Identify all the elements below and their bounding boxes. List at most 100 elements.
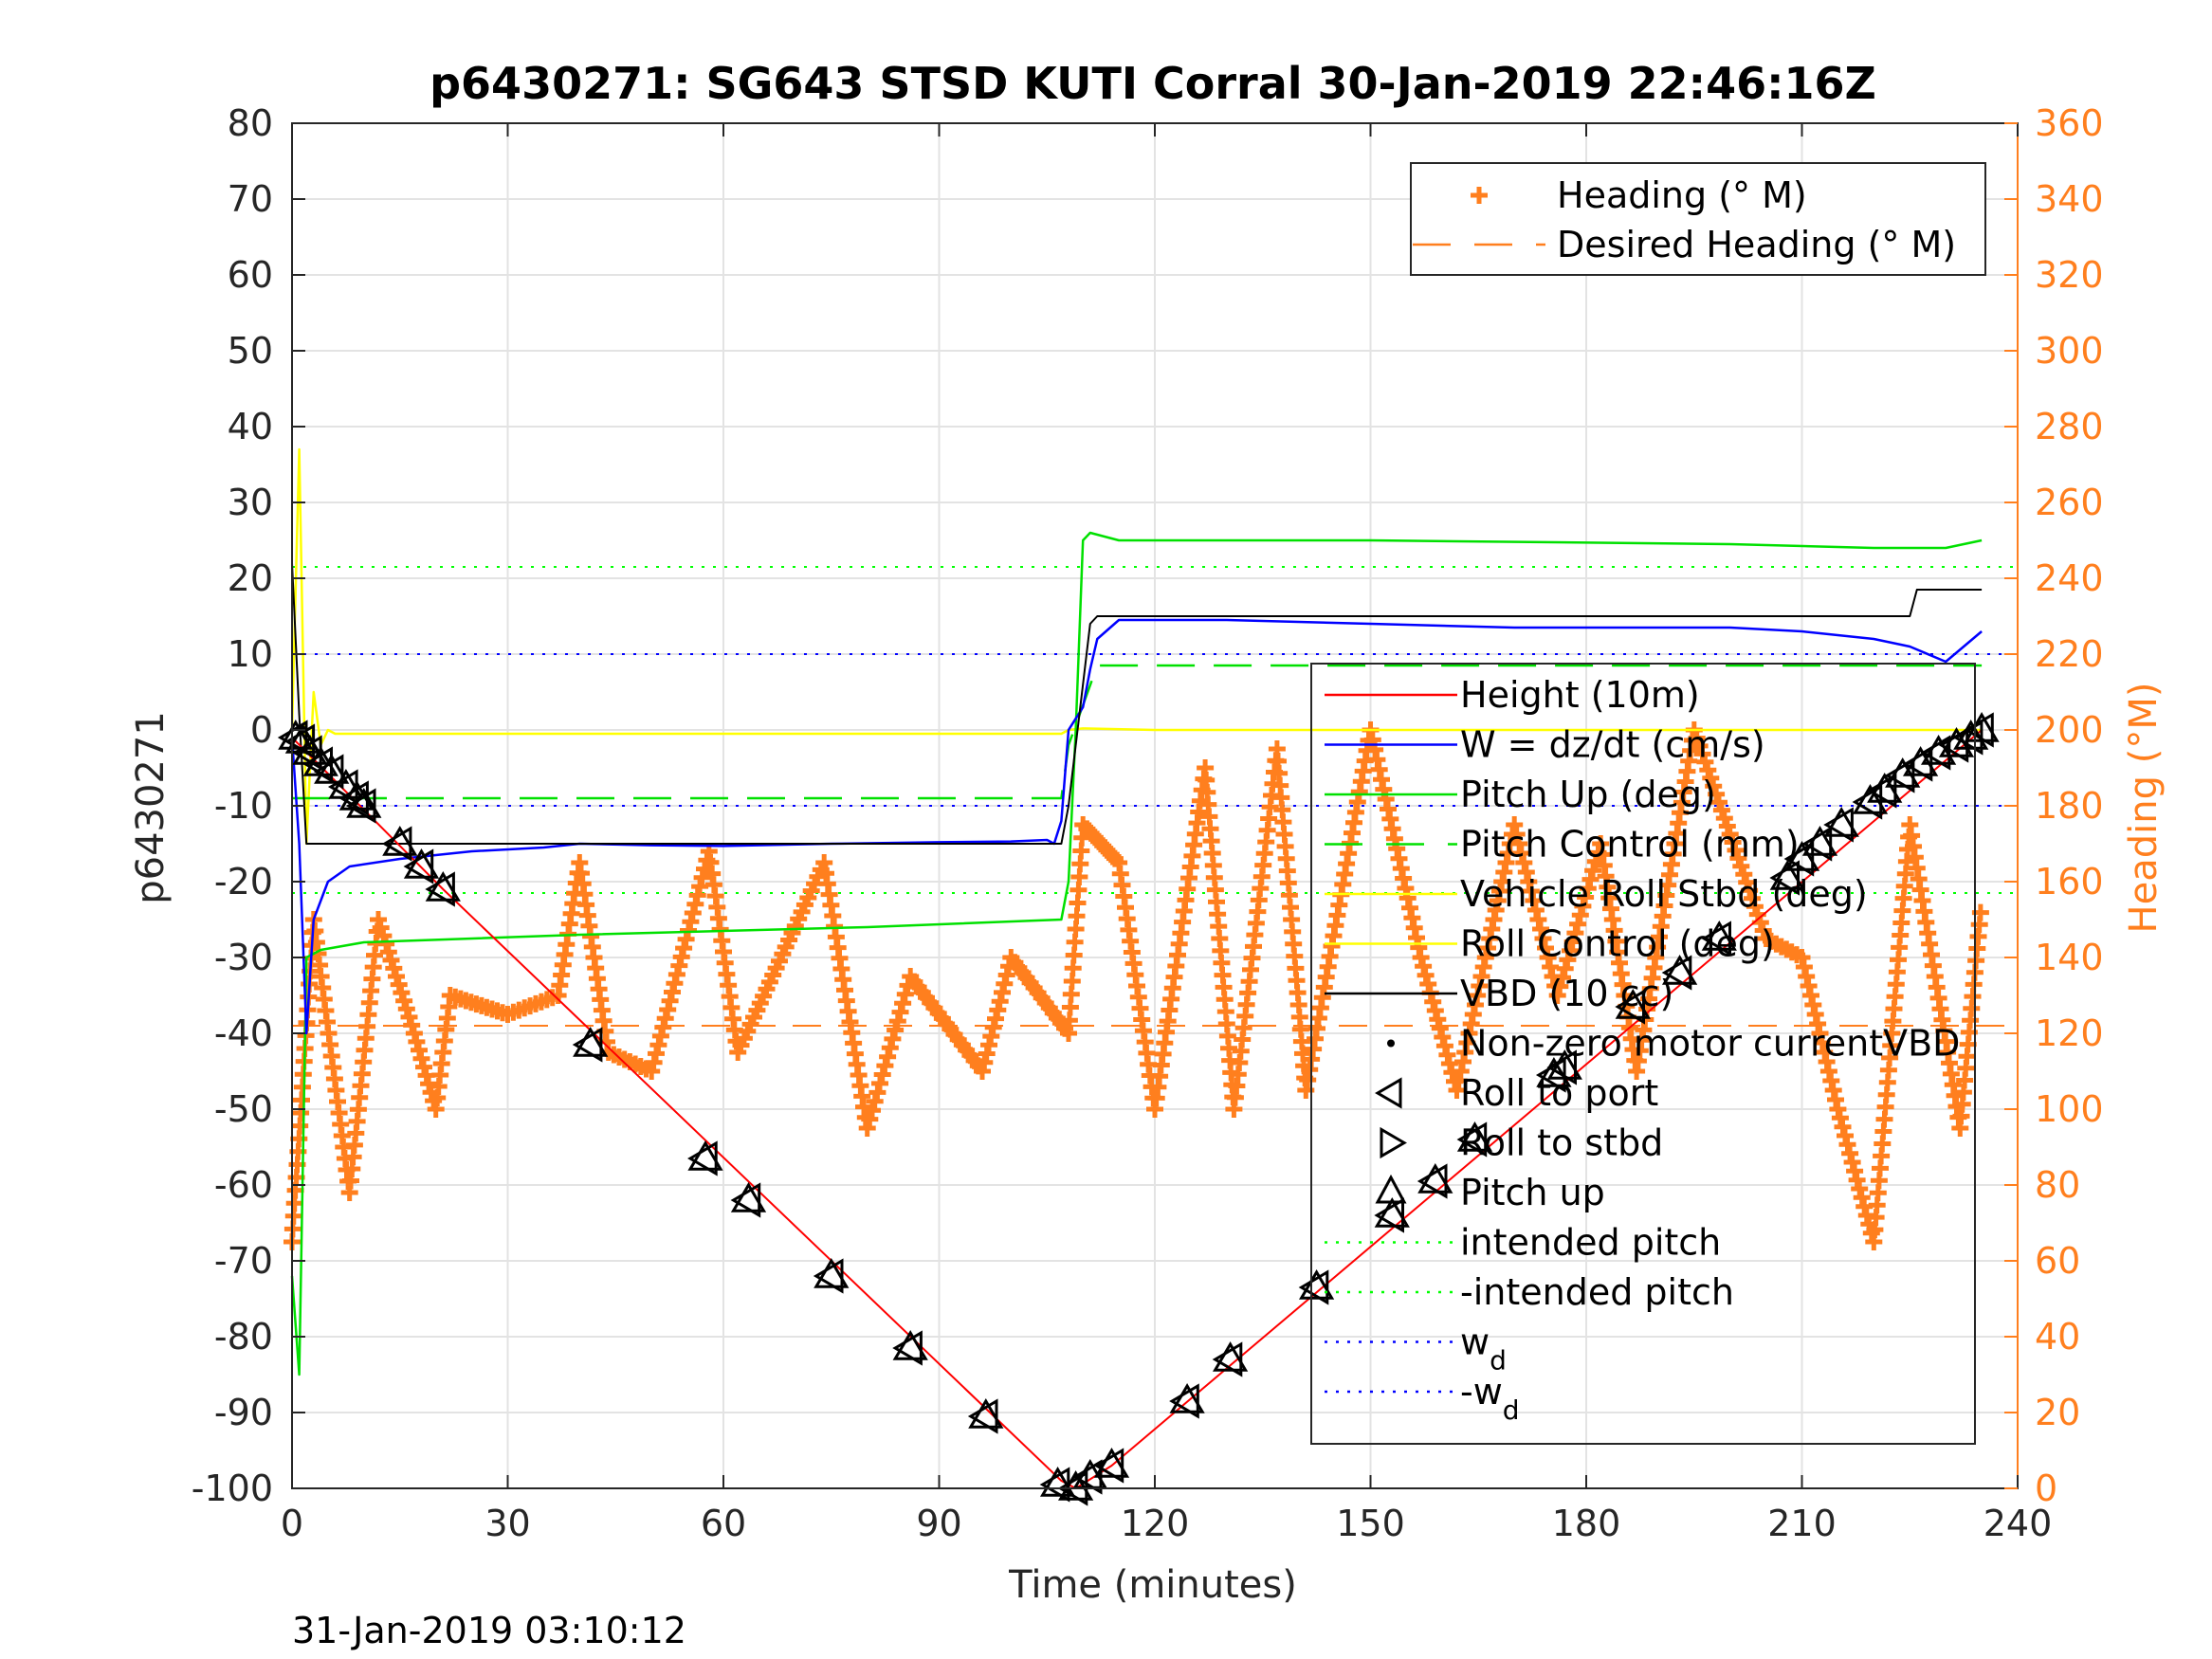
y-tick-label: -70 bbox=[214, 1240, 273, 1282]
pitch-up-marker bbox=[1852, 784, 1889, 814]
legend-glyph bbox=[1471, 187, 1488, 204]
legend-glyph bbox=[1375, 1174, 1407, 1204]
pitch-up-marker bbox=[1823, 807, 1859, 837]
pitch-up-marker bbox=[730, 1182, 767, 1212]
pitch-up-marker bbox=[1902, 746, 1939, 776]
roll-port-marker bbox=[292, 735, 322, 771]
pitch-up-marker bbox=[1769, 860, 1805, 890]
pitch-up-marker bbox=[1867, 773, 1903, 803]
roll-port-marker bbox=[1456, 1121, 1488, 1158]
x-tick-label: 210 bbox=[1767, 1503, 1837, 1544]
pitch-up-marker bbox=[1456, 1121, 1493, 1152]
y2-tick-label: 300 bbox=[2035, 330, 2104, 372]
pitch-up-marker bbox=[1885, 757, 1921, 788]
legend-entry-label: Pitch Up (deg) bbox=[1460, 774, 1716, 815]
y2-tick-label: 280 bbox=[2035, 406, 2104, 447]
x-tick-label: 60 bbox=[701, 1503, 746, 1544]
roll-port-marker bbox=[1823, 807, 1854, 843]
legend-entry-label: Height (10m) bbox=[1460, 674, 1700, 716]
y-tick-label: -80 bbox=[214, 1316, 273, 1358]
pitch-up-marker bbox=[346, 788, 382, 818]
roll-port-marker bbox=[1920, 735, 1951, 771]
y2-tick-label: 260 bbox=[2035, 482, 2104, 523]
y-tick-label: 0 bbox=[250, 709, 273, 751]
y2-tick-label: 20 bbox=[2035, 1392, 2080, 1433]
legend-entry-label: intended pitch bbox=[1460, 1222, 1721, 1264]
roll-port-marker bbox=[1298, 1269, 1329, 1305]
roll-port-marker bbox=[1661, 955, 1692, 991]
y-tick-label: -60 bbox=[214, 1164, 273, 1206]
pitch-up-marker bbox=[425, 871, 461, 902]
x-tick-label: 0 bbox=[281, 1503, 303, 1544]
x-tick-label: 120 bbox=[1121, 1503, 1190, 1544]
roll-port-marker bbox=[403, 848, 434, 884]
y2-tick-label: 200 bbox=[2035, 709, 2104, 751]
vbd-series-line bbox=[291, 562, 1983, 845]
pitch-up-marker bbox=[328, 769, 364, 799]
pitch-up-marker bbox=[1615, 989, 1651, 1019]
roll-port-marker bbox=[730, 1182, 761, 1218]
y-tick-label: -30 bbox=[214, 937, 273, 978]
roll-port-marker bbox=[1374, 1197, 1404, 1233]
roll-port-marker bbox=[687, 1140, 718, 1176]
y-tick-label: 80 bbox=[228, 102, 273, 144]
roll-port-marker bbox=[313, 754, 344, 790]
legend-entry-label: VBD (10 cc) bbox=[1460, 973, 1673, 1014]
roll-port-marker bbox=[1801, 826, 1833, 862]
y-tick-label: 40 bbox=[228, 406, 273, 447]
y-tick-label: 60 bbox=[228, 254, 273, 296]
pitch-up-marker bbox=[1093, 1448, 1130, 1478]
legend-entry-label: Desired Heading (° M) bbox=[1557, 224, 1956, 265]
y2-tick-label: 40 bbox=[2035, 1316, 2080, 1358]
pitch-up-marker bbox=[1801, 826, 1838, 856]
y2-axis-label: Heading (°M) bbox=[2122, 683, 2166, 934]
pitch-up-marker bbox=[403, 848, 440, 879]
roll-port-marker bbox=[345, 788, 376, 824]
y-tick-label: 30 bbox=[228, 482, 273, 523]
y2-tick-label: 60 bbox=[2035, 1240, 2080, 1282]
legend-glyph bbox=[1380, 1126, 1407, 1159]
roll-port-marker bbox=[425, 871, 455, 907]
y-tick-label: 50 bbox=[228, 330, 273, 372]
y2-tick-label: 120 bbox=[2035, 1012, 2104, 1054]
pitch-up-marker bbox=[1298, 1269, 1335, 1300]
y2-tick-label: 80 bbox=[2035, 1164, 2080, 1206]
pitch-up-marker bbox=[1783, 841, 1820, 871]
roll-port-marker bbox=[967, 1398, 998, 1434]
legend-entry-label: -intended pitch bbox=[1460, 1271, 1734, 1313]
legend-entry-label: Pitch Control (mm) bbox=[1460, 824, 1800, 866]
roll-port-marker bbox=[1866, 773, 1897, 809]
pitch-up-series-line bbox=[290, 531, 1983, 1376]
roll-port-marker bbox=[1546, 1049, 1577, 1085]
y-tick-label: -90 bbox=[214, 1392, 273, 1433]
y2-tick-label: 160 bbox=[2035, 861, 2104, 902]
roll-port-marker bbox=[1701, 921, 1731, 957]
roll-port-marker bbox=[572, 1027, 603, 1063]
pitch-up-marker bbox=[1661, 955, 1698, 985]
legend-entry-label: Roll Control (deg) bbox=[1460, 923, 1775, 965]
legend-entry-label: Non-zero motor currentVBD bbox=[1460, 1023, 1960, 1065]
y-tick-label: 10 bbox=[228, 633, 273, 675]
chart-title: p6430271: SG643 STSD KUTI Corral 30-Jan-… bbox=[430, 58, 1876, 109]
footer-timestamp: 31-Jan-2019 03:10:12 bbox=[292, 1610, 686, 1651]
legend-entry-label: Roll to stbd bbox=[1460, 1122, 1663, 1164]
pitch-up-marker bbox=[814, 1258, 850, 1288]
roll-port-marker bbox=[1615, 989, 1645, 1025]
legend-glyph bbox=[1387, 1039, 1395, 1048]
pitch-up-marker bbox=[1212, 1341, 1249, 1372]
roll-port-marker bbox=[813, 1258, 844, 1294]
roll-port-marker bbox=[892, 1330, 923, 1366]
pitch-up-marker bbox=[1920, 735, 1957, 765]
pitch-up-marker bbox=[1417, 1163, 1453, 1194]
y2-tick-label: 240 bbox=[2035, 557, 2104, 599]
pitch-up-marker bbox=[314, 754, 350, 784]
legend-entry-label: Vehicle Roll Stbd (deg) bbox=[1460, 873, 1868, 915]
legend-subscript: d bbox=[1503, 1395, 1520, 1426]
triangle-markers bbox=[277, 712, 2000, 1506]
x-tick-label: 30 bbox=[484, 1503, 530, 1544]
y2-tick-label: 100 bbox=[2035, 1088, 2104, 1130]
x-axis-label: Time (minutes) bbox=[1008, 1563, 1297, 1607]
pitch-up-marker bbox=[1057, 1470, 1094, 1501]
roll-port-marker bbox=[381, 826, 412, 862]
roll-port-marker bbox=[1169, 1383, 1199, 1419]
